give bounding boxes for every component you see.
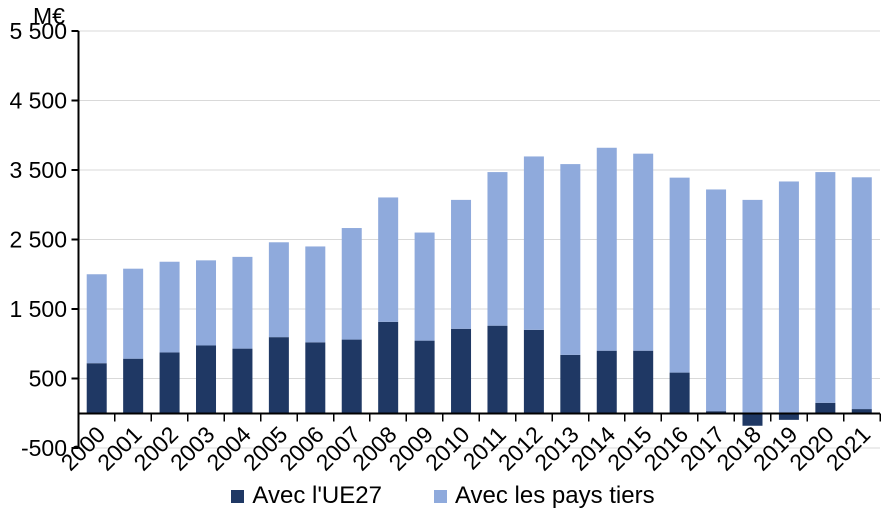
bar-segment — [487, 325, 508, 414]
legend-item-pays-tiers: Avec les pays tiers — [433, 482, 655, 510]
bar-segment — [123, 358, 144, 414]
bar-segment — [305, 246, 326, 343]
legend-item-ue27: Avec l'UE27 — [231, 482, 382, 510]
bar-segment — [851, 409, 872, 414]
bar-segment — [706, 411, 727, 414]
bar-segment — [815, 172, 836, 403]
y-axis-tick-label: 2 500 — [9, 227, 67, 253]
bar-segment — [633, 350, 654, 414]
bar-segment — [268, 337, 289, 414]
bar-segment — [159, 352, 180, 414]
bar-segment — [596, 350, 617, 414]
legend: Avec l'UE27 Avec les pays tiers — [0, 479, 886, 513]
bar-segment — [815, 402, 836, 414]
y-axis-unit-label: M€ — [33, 3, 65, 29]
bar-segment — [196, 260, 217, 346]
bar-segment — [232, 348, 253, 414]
y-axis-tick-label: 1 500 — [9, 296, 67, 322]
bar-segment — [86, 363, 107, 414]
bar-segment — [669, 372, 690, 414]
bar-segment — [451, 199, 472, 329]
bar-segment — [268, 242, 289, 338]
y-axis-tick-label: 3 500 — [9, 157, 67, 183]
bar-segment — [341, 228, 362, 340]
bar-segment — [86, 274, 107, 364]
bar-segment — [742, 413, 763, 426]
y-axis-tick-label: 4 500 — [9, 88, 67, 114]
bar-segment — [451, 328, 472, 414]
bar-segment — [232, 256, 253, 349]
bar-segment — [378, 321, 399, 414]
legend-swatch-ue27-icon — [231, 489, 245, 503]
bar-segment — [159, 261, 180, 353]
bar-segment — [778, 413, 799, 420]
bar-segment — [778, 181, 799, 414]
bar-segment — [633, 153, 654, 351]
bar-segment — [560, 164, 581, 355]
legend-swatch-pays-tiers-icon — [433, 489, 447, 503]
bar-segment — [706, 189, 727, 412]
legend-label-ue27: Avec l'UE27 — [252, 482, 382, 509]
legend-label-pays-tiers: Avec les pays tiers — [454, 482, 655, 509]
bar-segment — [378, 197, 399, 322]
bar-segment — [196, 345, 217, 414]
bar-segment — [123, 268, 144, 359]
bar-segment — [669, 177, 690, 373]
bar-segment — [487, 172, 508, 326]
y-axis-tick-label: 5 500 — [9, 18, 67, 44]
bar-segment — [523, 156, 544, 330]
bar-segment — [414, 232, 435, 341]
bar-segment — [560, 354, 581, 414]
bar-segment — [341, 339, 362, 414]
bar-segment — [851, 177, 872, 410]
bar-segment — [742, 199, 763, 414]
y-axis-tick-label: -500 — [21, 435, 67, 461]
bar-segment — [305, 342, 326, 414]
bar-segment — [414, 340, 435, 414]
bar-segment — [523, 329, 544, 414]
y-axis-tick-label: 500 — [29, 366, 67, 392]
bar-segment — [596, 147, 617, 351]
